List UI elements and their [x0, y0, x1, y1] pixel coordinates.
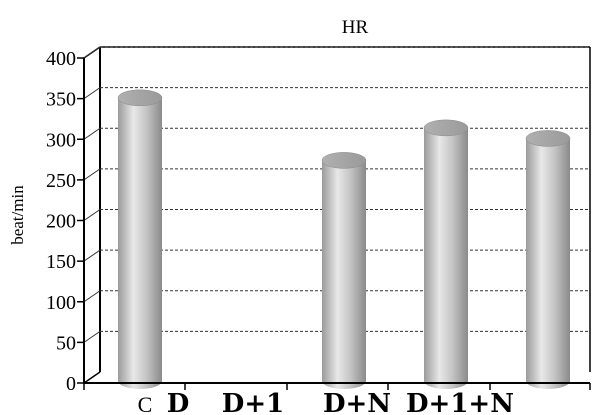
- bar-base: [322, 373, 366, 389]
- bar: [525, 130, 571, 389]
- gridline-side: [83, 249, 101, 262]
- y-tick-label: 100: [46, 292, 76, 314]
- gridline-side: [83, 290, 101, 303]
- bar-cap: [117, 89, 163, 107]
- bar-body: [118, 97, 162, 381]
- gridline-side: [83, 87, 101, 100]
- y-tick-label: 300: [46, 129, 76, 151]
- y-tick-label: 150: [46, 251, 76, 273]
- y-tick-label: 350: [46, 89, 76, 111]
- x-tick-label: D+1: [222, 389, 284, 415]
- bar-base: [118, 373, 162, 389]
- y-tick-label: 0: [66, 373, 76, 395]
- x-tick-label: D: [167, 389, 190, 415]
- bar-cap: [525, 130, 571, 147]
- y-tick-label: 400: [46, 48, 76, 70]
- bar-base: [424, 373, 468, 389]
- y-axis: 0 50 100 150 200 250 300 350 400: [46, 48, 85, 395]
- y-tick-label: 250: [46, 170, 76, 192]
- gridline-side: [83, 46, 101, 59]
- bar-body: [322, 160, 366, 381]
- gridline-side: [83, 168, 101, 181]
- bar-body: [424, 127, 468, 381]
- x-tick-label: C: [138, 392, 153, 415]
- x-tick-label: D+N: [323, 389, 391, 415]
- bar: [321, 152, 367, 389]
- chart-title: HR: [342, 17, 369, 38]
- x-axis: C D D+1 D+N D+1+N: [83, 382, 591, 415]
- bar-cap: [321, 152, 367, 169]
- bar: [423, 119, 469, 389]
- bar-cap: [423, 119, 469, 137]
- gridline-side: [83, 209, 101, 221]
- gridline-side: [83, 127, 101, 140]
- side-wall-bottom-edge: [83, 371, 101, 384]
- bar-body: [526, 138, 570, 381]
- gridline-side: [83, 330, 101, 343]
- x-tick-label: D+1+N: [406, 389, 514, 415]
- bar-base: [526, 373, 570, 389]
- bars: [117, 89, 571, 389]
- y-tick-label: 50: [56, 332, 76, 354]
- bar: [117, 89, 163, 389]
- y-tick-label: 200: [46, 211, 76, 233]
- y-axis-label: beat/min: [8, 185, 27, 245]
